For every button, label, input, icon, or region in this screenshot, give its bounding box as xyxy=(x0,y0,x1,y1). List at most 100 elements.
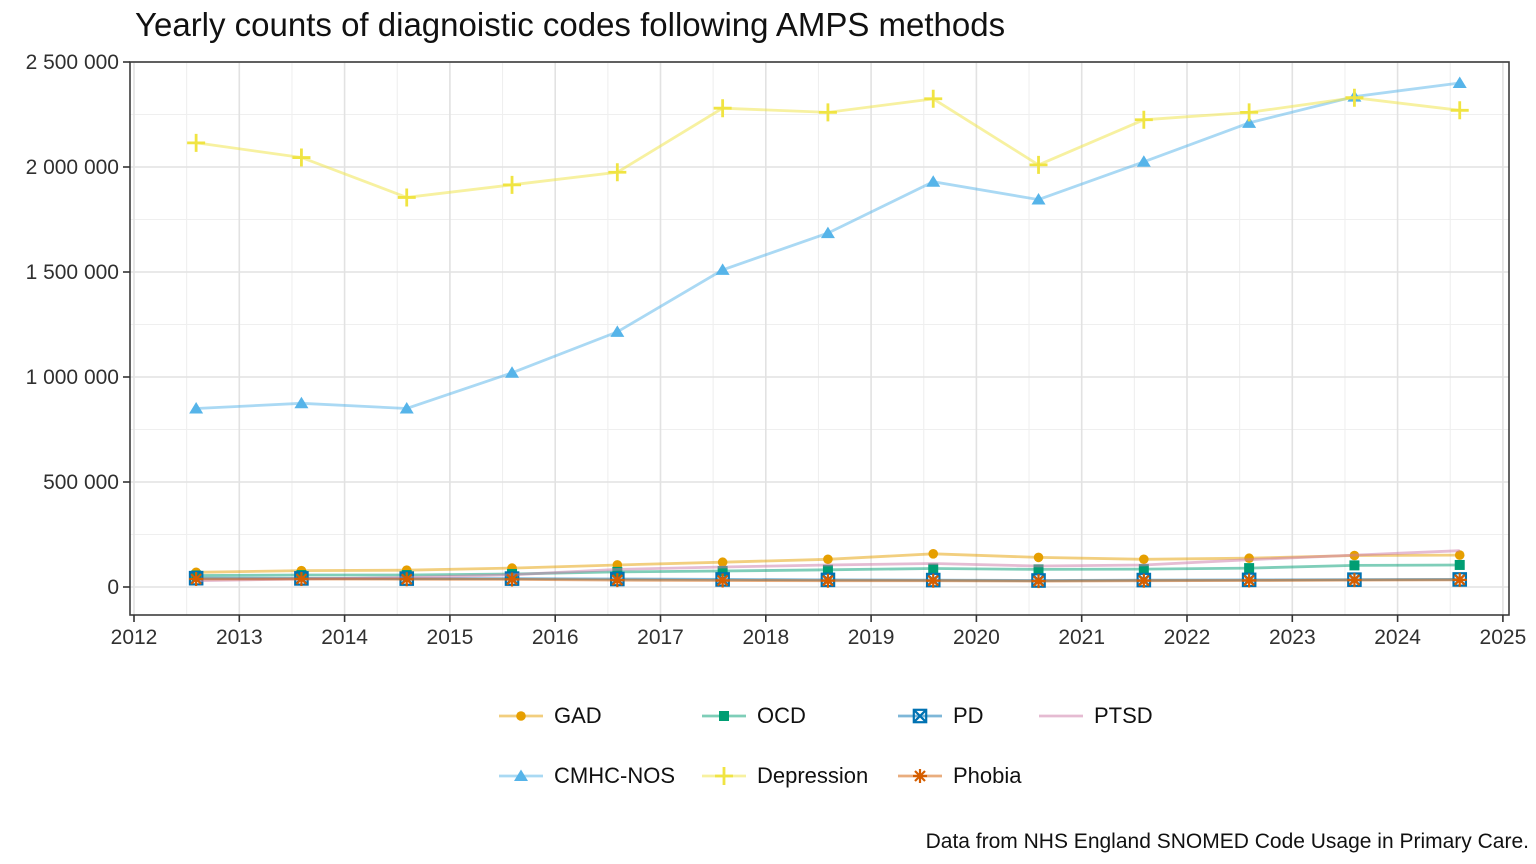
legend-label: Phobia xyxy=(953,763,1022,788)
phobia-marker xyxy=(715,573,730,588)
phobia-marker xyxy=(399,572,414,587)
cmhc-nos-marker xyxy=(399,402,414,414)
series-phobia xyxy=(189,572,1467,589)
x-tick-label: 2018 xyxy=(742,626,789,649)
legend-item-cmhc-nos: CMHC-NOS xyxy=(498,762,675,790)
legend-key-box-x-icon xyxy=(898,708,942,724)
legend-label: GAD xyxy=(554,703,602,728)
ocd-marker xyxy=(1244,563,1255,574)
ocd-marker xyxy=(717,566,728,577)
y-tick-label: 1 000 000 xyxy=(26,366,119,389)
phobia-marker xyxy=(505,572,520,587)
legend-key-plus-icon xyxy=(702,767,746,785)
series-line-cmhc-nos xyxy=(196,81,1460,410)
legend-label: PTSD xyxy=(1094,703,1153,728)
ocd-marker xyxy=(1349,560,1360,571)
cmhc-nos-marker xyxy=(610,325,625,337)
x-tick-label: 2023 xyxy=(1269,626,1316,649)
y-tick-label: 1 500 000 xyxy=(26,261,119,284)
phobia-marker xyxy=(1031,574,1046,589)
phobia-marker xyxy=(1347,573,1362,588)
x-tick-label: 2024 xyxy=(1374,626,1421,649)
depression-marker xyxy=(1345,88,1364,107)
gad-marker xyxy=(1139,554,1149,565)
cmhc-nos-marker xyxy=(1136,155,1151,167)
gad-marker xyxy=(1454,550,1465,560)
x-tick-label: 2017 xyxy=(637,626,684,649)
cmhc-nos-marker xyxy=(926,175,941,187)
y-tick-label: 500 000 xyxy=(43,471,119,494)
depression-marker xyxy=(818,103,837,122)
legend-item-ptsd: PTSD xyxy=(1038,702,1153,730)
cmhc-nos-marker xyxy=(1031,193,1046,205)
legend-item-depression: Depression xyxy=(701,762,868,790)
phobia-marker xyxy=(294,572,309,587)
phobia-marker xyxy=(610,573,625,588)
phobia-marker xyxy=(926,573,941,588)
phobia-marker xyxy=(189,572,204,587)
cmhc-nos-marker xyxy=(1242,116,1257,128)
legend-key-square-icon xyxy=(702,711,746,721)
grid-minor xyxy=(130,62,1509,615)
depression-marker xyxy=(1029,155,1048,174)
legend-item-ocd: OCD xyxy=(701,702,806,730)
axis-labels: 2012 2013 2014 2015 2016 2017 2018 2019 2020 2021… xyxy=(26,51,1527,649)
legend-key-asterisk-icon xyxy=(898,769,942,783)
x-tick-label: 2020 xyxy=(953,626,1000,649)
legend-label: Depression xyxy=(757,763,869,788)
y-tick-label: 0 xyxy=(107,576,119,599)
legend-item-phobia: Phobia xyxy=(897,762,1022,790)
pd-legend-marker xyxy=(912,708,928,724)
gad-marker xyxy=(1033,552,1044,563)
legend-label: CMHC-NOS xyxy=(554,763,675,788)
phobia-marker xyxy=(820,573,835,588)
legend-item-gad: GAD xyxy=(498,702,602,730)
ocd-marker xyxy=(928,563,939,574)
x-tick-label: 2015 xyxy=(427,626,474,649)
phobia-marker xyxy=(1242,573,1257,588)
depression-marker xyxy=(187,133,206,152)
legend-label: OCD xyxy=(757,703,806,728)
ocd-marker xyxy=(1138,564,1149,575)
x-tick-label: 2019 xyxy=(848,626,895,649)
gad-marker xyxy=(928,549,939,559)
series-depression xyxy=(187,88,1469,207)
cmhc-nos-marker xyxy=(505,366,520,378)
legend-key-none-icon xyxy=(1039,714,1083,718)
grid-major xyxy=(130,61,1509,615)
x-tick-label: 2016 xyxy=(532,626,579,649)
ocd-legend-marker xyxy=(719,711,729,721)
y-tick-label: 2 500 000 xyxy=(26,51,119,74)
depression-marker xyxy=(1450,101,1469,120)
depression-marker xyxy=(608,163,627,182)
y-tick-label: 2 000 000 xyxy=(26,156,119,179)
depression-marker xyxy=(1134,110,1153,129)
cmhc-nos-marker xyxy=(820,226,835,239)
x-tick-label: 2021 xyxy=(1058,626,1105,649)
cmhc-nos-marker xyxy=(294,396,309,409)
depression-marker xyxy=(397,188,416,207)
x-tick-label: 2014 xyxy=(321,626,368,649)
plot-area: 2012 2013 2014 2015 2016 2017 2018 2019 2020 2021… xyxy=(26,51,1527,649)
legend-item-pd: PD xyxy=(897,702,984,730)
cmhc-nos-marker xyxy=(1452,76,1467,88)
gad-marker xyxy=(717,557,728,568)
legend-key-triangle-icon xyxy=(499,769,543,781)
ocd-marker xyxy=(1454,559,1465,570)
x-tick-label: 2012 xyxy=(111,626,158,649)
phobia-legend-marker xyxy=(913,769,927,783)
cmhc-nos-marker xyxy=(189,402,204,414)
depression-legend-marker xyxy=(715,767,733,785)
depression-marker xyxy=(713,99,732,118)
x-tick-label: 2025 xyxy=(1480,626,1527,649)
gad-marker xyxy=(823,554,833,565)
legend-key-circle-icon xyxy=(499,711,543,721)
phobia-marker xyxy=(1452,572,1467,587)
panel-border xyxy=(129,61,1510,616)
ocd-marker xyxy=(822,564,833,575)
ocd-marker xyxy=(1033,564,1044,575)
series-cmhc-nos xyxy=(189,76,1467,414)
axis-ticks xyxy=(123,61,1504,622)
depression-marker xyxy=(924,89,943,108)
